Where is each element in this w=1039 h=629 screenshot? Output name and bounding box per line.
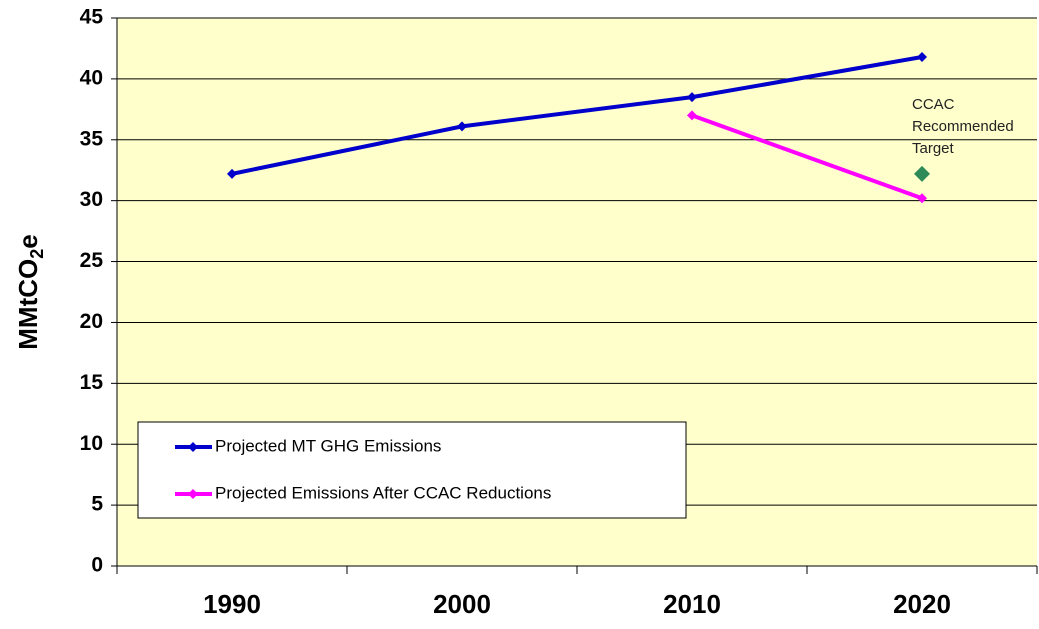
y-tick-label: 20 (80, 310, 103, 333)
point-marker (227, 168, 237, 179)
point-marker (687, 92, 697, 103)
y-tick-label: 15 (80, 371, 104, 394)
y-tick-label: 35 (80, 127, 104, 150)
annotation: CCAC (912, 96, 955, 113)
series-line (691, 113, 923, 201)
annotation: Target (912, 140, 955, 157)
legend-marker (188, 489, 198, 499)
legend-label: Projected MT GHG Emissions (215, 436, 441, 455)
legend: Projected MT GHG Emissions Projected Emis… (137, 421, 687, 519)
point-marker (917, 51, 927, 62)
y-tick-label: 40 (80, 66, 103, 89)
y-tick-label: 25 (80, 249, 104, 272)
annotation: Recommended (912, 118, 1014, 135)
y-tick-label: 5 (91, 493, 103, 516)
legend-box (137, 421, 687, 519)
x-tick-label: 2020 (893, 589, 951, 619)
y-tick-label: 10 (80, 432, 103, 455)
y-label-tail: e (13, 234, 43, 248)
y-label-main: MMtCO (13, 259, 43, 350)
x-tick-label: 2010 (663, 589, 721, 619)
y-tick-label: 0 (91, 554, 103, 577)
y-axis-label: MMtCO2e (13, 234, 47, 349)
point-marker (457, 121, 467, 132)
legend-marker (188, 442, 198, 452)
x-tick-label: 1990 (203, 589, 261, 619)
series-line (231, 54, 923, 176)
y-tick-label: 30 (80, 188, 103, 211)
y-label-sub: 2 (27, 249, 47, 259)
point-marker (917, 193, 927, 204)
y-tick-label: 45 (80, 6, 104, 29)
point-marker (687, 110, 697, 121)
target-marker (914, 165, 930, 182)
x-tick-label: 2000 (433, 589, 491, 619)
legend-label: Projected Emissions After CCAC Reduction… (215, 483, 551, 502)
